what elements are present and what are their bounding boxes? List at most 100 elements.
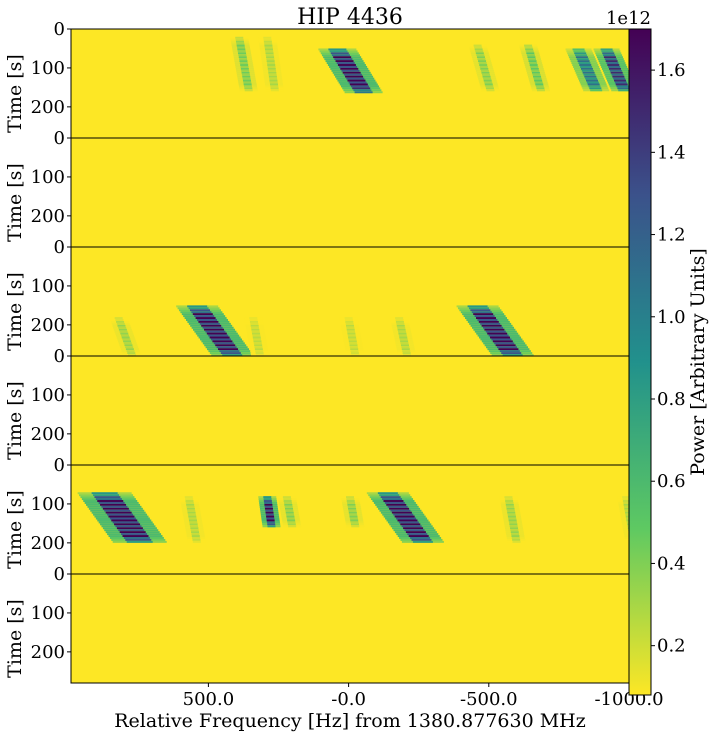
signal-core <box>588 85 601 88</box>
signal-core <box>533 75 542 78</box>
colorbar-gradient <box>629 29 651 695</box>
signal-core <box>397 326 406 329</box>
panel-1 <box>71 29 629 138</box>
signal-core <box>575 56 588 59</box>
colorbar-tick-label: 0.8 <box>657 389 686 410</box>
signal-core <box>251 326 260 329</box>
signal-core <box>622 500 629 502</box>
signal-core <box>613 77 626 80</box>
signal-core <box>264 46 273 49</box>
signal-core <box>255 350 264 353</box>
signal-core <box>525 50 534 53</box>
signal-core <box>479 65 488 68</box>
signal-core <box>391 511 412 514</box>
signal-core <box>285 509 294 512</box>
signal-core <box>398 334 407 337</box>
signal-core <box>255 354 264 356</box>
colorbar-tick-label: 0.6 <box>657 471 686 492</box>
signal-core <box>120 332 129 335</box>
signal-core <box>377 492 398 495</box>
y-tick-label: 200 <box>31 533 65 554</box>
signal-core <box>288 525 297 528</box>
signal-core <box>249 317 258 320</box>
signal-core <box>213 342 234 345</box>
signal-halo <box>620 515 629 518</box>
signal-core <box>508 519 517 522</box>
signal-core <box>239 60 248 63</box>
signal-core <box>346 328 355 331</box>
signal-core <box>481 73 490 76</box>
signal-core <box>237 50 246 53</box>
signal-core <box>265 50 274 53</box>
signal-core <box>222 354 243 356</box>
signal-core <box>123 537 150 539</box>
signal-core <box>196 319 217 321</box>
drifting-signal <box>468 44 500 92</box>
signal-core <box>618 89 629 92</box>
signal-core <box>266 515 275 518</box>
signal-core <box>395 319 404 321</box>
signal-core <box>286 517 295 520</box>
signal-core <box>507 513 516 516</box>
signal-core <box>115 319 124 321</box>
signal-core <box>468 307 489 310</box>
signal-core <box>331 54 350 57</box>
signal-core <box>505 500 514 502</box>
signal-core <box>329 50 348 53</box>
drifting-signal <box>244 317 269 356</box>
signal-core <box>114 317 123 320</box>
signal-core <box>349 83 368 86</box>
signal-core <box>346 496 354 499</box>
signal-core <box>410 537 431 539</box>
signal-core <box>335 60 354 63</box>
signal-halo <box>622 527 629 530</box>
signal-core <box>353 89 372 92</box>
signal-core <box>498 348 519 351</box>
signal-core <box>475 52 484 55</box>
drifting-signal <box>77 492 167 543</box>
signal-core <box>240 65 249 68</box>
signal-core <box>601 50 614 53</box>
signal-core <box>585 79 598 82</box>
signal-core <box>238 54 247 57</box>
signal-core <box>266 521 275 524</box>
signal-core <box>510 527 519 530</box>
signal-core <box>485 330 506 333</box>
signal-core <box>404 529 425 532</box>
signal-core <box>348 338 357 341</box>
signal-core <box>499 350 520 353</box>
signal-core <box>95 498 122 501</box>
signal-core <box>484 81 493 84</box>
signal-core <box>400 523 421 526</box>
signal-core <box>478 62 487 65</box>
signal-core <box>120 334 129 337</box>
signal-core <box>264 42 273 45</box>
x-tick-label: -500.0 <box>460 689 518 710</box>
signal-core <box>268 73 277 76</box>
signal-core <box>287 519 296 522</box>
signal-core <box>343 73 362 76</box>
signal-core <box>242 77 251 80</box>
signal-core <box>104 509 131 512</box>
signal-core <box>241 69 250 72</box>
signal-core <box>204 328 225 331</box>
panel-5 <box>71 465 629 574</box>
signal-core <box>398 330 407 333</box>
signal-core <box>264 507 273 510</box>
y-tick-label: 100 <box>31 603 65 624</box>
signal-core <box>328 48 347 51</box>
signal-core <box>477 319 498 321</box>
x-axis: 500.0 -0.0 -500.0 -1000.0 <box>183 683 664 710</box>
signal-core <box>529 62 538 65</box>
signal-core <box>512 538 521 541</box>
signal-core <box>615 83 628 86</box>
signal-core <box>351 525 360 528</box>
signal-core <box>536 89 545 92</box>
drifting-signal <box>519 44 550 92</box>
signal-core <box>582 71 595 74</box>
drifting-signal <box>339 317 365 356</box>
signal-core <box>251 330 260 333</box>
panel-3 <box>71 247 629 356</box>
signal-core <box>119 330 128 333</box>
signal-core <box>526 54 535 57</box>
